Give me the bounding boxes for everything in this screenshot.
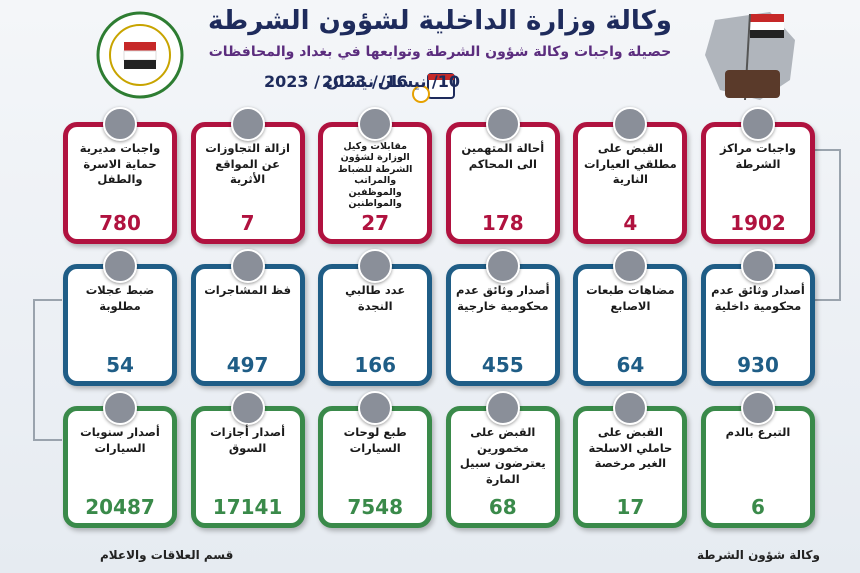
connector — [812, 149, 841, 301]
card: فظ المشاجرات 497 — [190, 249, 305, 386]
card-icon — [741, 107, 775, 141]
emblem-logo — [96, 11, 184, 99]
card-label: القبض على مخمورين يعترضون سبيل المارة — [459, 425, 546, 486]
card-icon — [230, 107, 265, 141]
card: القبض على مطلقي العيارات النارية 4 — [573, 107, 688, 244]
date-from: 10/ نيسان/ 2023 — [321, 72, 460, 91]
card-icon — [485, 391, 520, 425]
card-icon — [741, 249, 775, 283]
card-value: 780 — [99, 211, 141, 235]
card-label: القبض على حاملي الاسلحة الغير مرخصة — [588, 425, 673, 471]
card-value: 1902 — [730, 211, 786, 235]
card-icon — [485, 107, 520, 141]
card-label: أصدار وثائق عدم محكومية داخلية — [711, 283, 805, 313]
card-value: 68 — [488, 495, 517, 519]
card-value: 54 — [106, 353, 134, 377]
footer-right: وكالة شؤون الشرطة — [697, 548, 820, 562]
card-icon — [103, 249, 137, 283]
card: التبرع بالدم 6 — [701, 391, 815, 528]
card: ازالة التجاوزات عن المواقع الأثرية 7 — [190, 107, 305, 244]
card-value: 7 — [240, 211, 255, 235]
card: القبض على مخمورين يعترضون سبيل المارة 68 — [445, 391, 560, 528]
card-value: 64 — [616, 353, 645, 377]
card-icon — [613, 391, 648, 425]
card-icon — [358, 391, 393, 425]
card-icon — [741, 391, 775, 425]
card-label: أصدار سنويات السيارات — [80, 425, 160, 455]
card-value: 17141 — [212, 495, 283, 519]
card: أحالة المتهمين الى المحاكم 178 — [445, 107, 560, 244]
card-icon — [230, 391, 265, 425]
card: مقابلات وكيل الوزارة لشؤون الشرطة للضباط… — [318, 107, 433, 244]
card-icon — [358, 249, 393, 283]
card: القبض على حاملي الاسلحة الغير مرخصة 17 — [573, 391, 688, 528]
card: عدد طالبي النجدة 166 — [318, 249, 433, 386]
card-label: واجبات مراكز الشرطة — [719, 141, 796, 171]
title: وكالة وزارة الداخلية لشؤون الشرطة — [208, 6, 672, 36]
card-label: طبع لوحات السيارات — [343, 425, 407, 455]
card-label: مقابلات وكيل الوزارة لشؤون الشرطة للضباط… — [337, 141, 413, 209]
card-label: التبرع بالدم — [725, 425, 791, 439]
card-label: أحالة المتهمين الى المحاكم — [461, 141, 545, 171]
card-label: عدد طالبي النجدة — [345, 283, 406, 313]
card-value: 178 — [481, 211, 524, 235]
card-icon — [613, 107, 648, 141]
card-value: 17 — [616, 495, 645, 519]
connector — [33, 299, 62, 441]
footer-left: قسم العلاقات والاعلام — [100, 548, 234, 562]
card-value: 930 — [737, 353, 779, 377]
card-value: 166 — [354, 353, 397, 377]
card-label: مضاهات طبعات الاصابع — [586, 283, 675, 313]
card: أصدار سنويات السيارات 20487 — [63, 391, 177, 528]
card: مضاهات طبعات الاصابع 64 — [573, 249, 688, 386]
card-label: فظ المشاجرات — [204, 283, 291, 297]
card-icon — [613, 249, 648, 283]
card-icon — [485, 249, 520, 283]
card: أصدار وثائق عدم محكومية داخلية 930 — [701, 249, 815, 386]
date-to: 16/ نيسان / 2023 — [264, 72, 408, 91]
card: واجبات مراكز الشرطة 1902 — [701, 107, 815, 244]
card-label: ازالة التجاوزات عن المواقع الأثرية — [205, 141, 290, 187]
calendar-icon — [412, 73, 455, 103]
card: واجبات مديرية حماية الاسرة والطفل 780 — [63, 107, 177, 244]
card-icon — [230, 249, 265, 283]
card-value: 497 — [226, 353, 269, 377]
card-value: 20487 — [85, 495, 155, 519]
card: طبع لوحات السيارات 7548 — [318, 391, 433, 528]
card-value: 7548 — [347, 495, 404, 519]
card-label: أصدار وثائق عدم محكومية خارجية — [455, 283, 550, 313]
card-label: القبض على مطلقي العيارات النارية — [583, 141, 677, 187]
card-value: 4 — [623, 211, 638, 235]
card-icon — [103, 107, 137, 141]
card: أصدار أجازات السوق 17141 — [190, 391, 305, 528]
card-value: 455 — [481, 353, 524, 377]
card-icon — [103, 391, 137, 425]
subtitle: حصيلة واجبات وكالة شؤون الشرطة وتوابعها … — [208, 44, 672, 60]
card-icon — [358, 107, 393, 141]
card-value: 6 — [751, 495, 765, 519]
card-label: واجبات مديرية حماية الاسرة والطفل — [79, 141, 161, 187]
card-label: ضبط عجلات مطلوبة — [85, 283, 155, 313]
card: أصدار وثائق عدم محكومية خارجية 455 — [445, 249, 560, 386]
card-value: 27 — [361, 211, 390, 235]
map-logo — [705, 12, 795, 101]
card-label: أصدار أجازات السوق — [210, 425, 286, 455]
card: ضبط عجلات مطلوبة 54 — [63, 249, 177, 386]
